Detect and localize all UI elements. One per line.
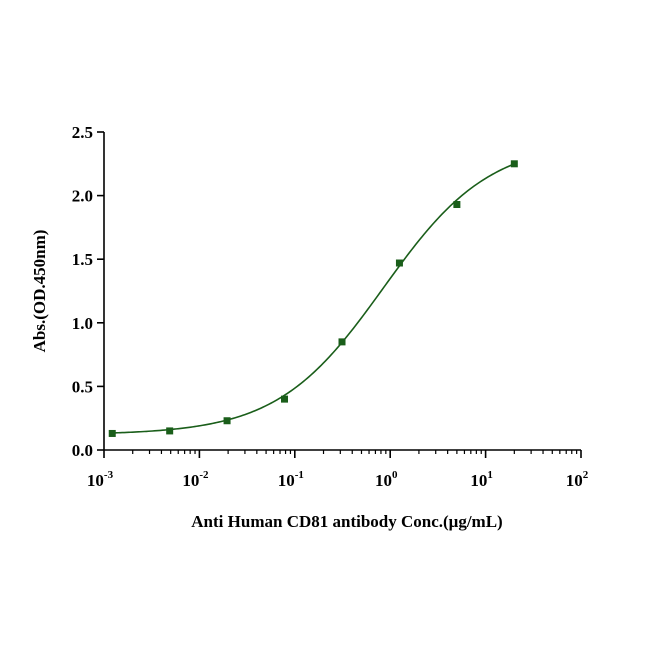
y-tick-label: 2.5 [72, 123, 93, 142]
x-tick-label: 10-3 [87, 469, 114, 490]
y-tick-label: 0.0 [72, 441, 93, 460]
y-axis: 0.0 0.5 1.0 1.5 2.0 2.5 [72, 123, 105, 460]
y-tick-label: 2.0 [72, 187, 93, 206]
y-tick-label: 0.5 [72, 377, 93, 396]
x-tick-label: 101 [470, 469, 493, 490]
y-axis-title: Abs.(OD.450nm) [30, 230, 49, 353]
x-axis: 10-3 10-2 10-1 100 101 102 [87, 449, 589, 490]
fit-curve [112, 163, 515, 434]
x-tick-label: 102 [566, 469, 589, 490]
x-tick-label: 10-1 [278, 469, 304, 490]
data-point [108, 429, 116, 437]
data-point [223, 417, 231, 425]
y-tick-label: 1.5 [72, 250, 93, 269]
data-point [453, 201, 461, 209]
x-axis-title: Anti Human CD81 antibody Conc.(μg/mL) [191, 512, 502, 531]
x-tick-label: 10-2 [182, 469, 209, 490]
data-point [510, 160, 518, 168]
data-point [395, 259, 403, 267]
data-point [338, 338, 346, 346]
x-tick-label: 100 [375, 469, 398, 490]
data-points [108, 160, 518, 437]
data-point [166, 427, 174, 435]
y-tick-label: 1.0 [72, 314, 93, 333]
data-point [281, 395, 289, 403]
